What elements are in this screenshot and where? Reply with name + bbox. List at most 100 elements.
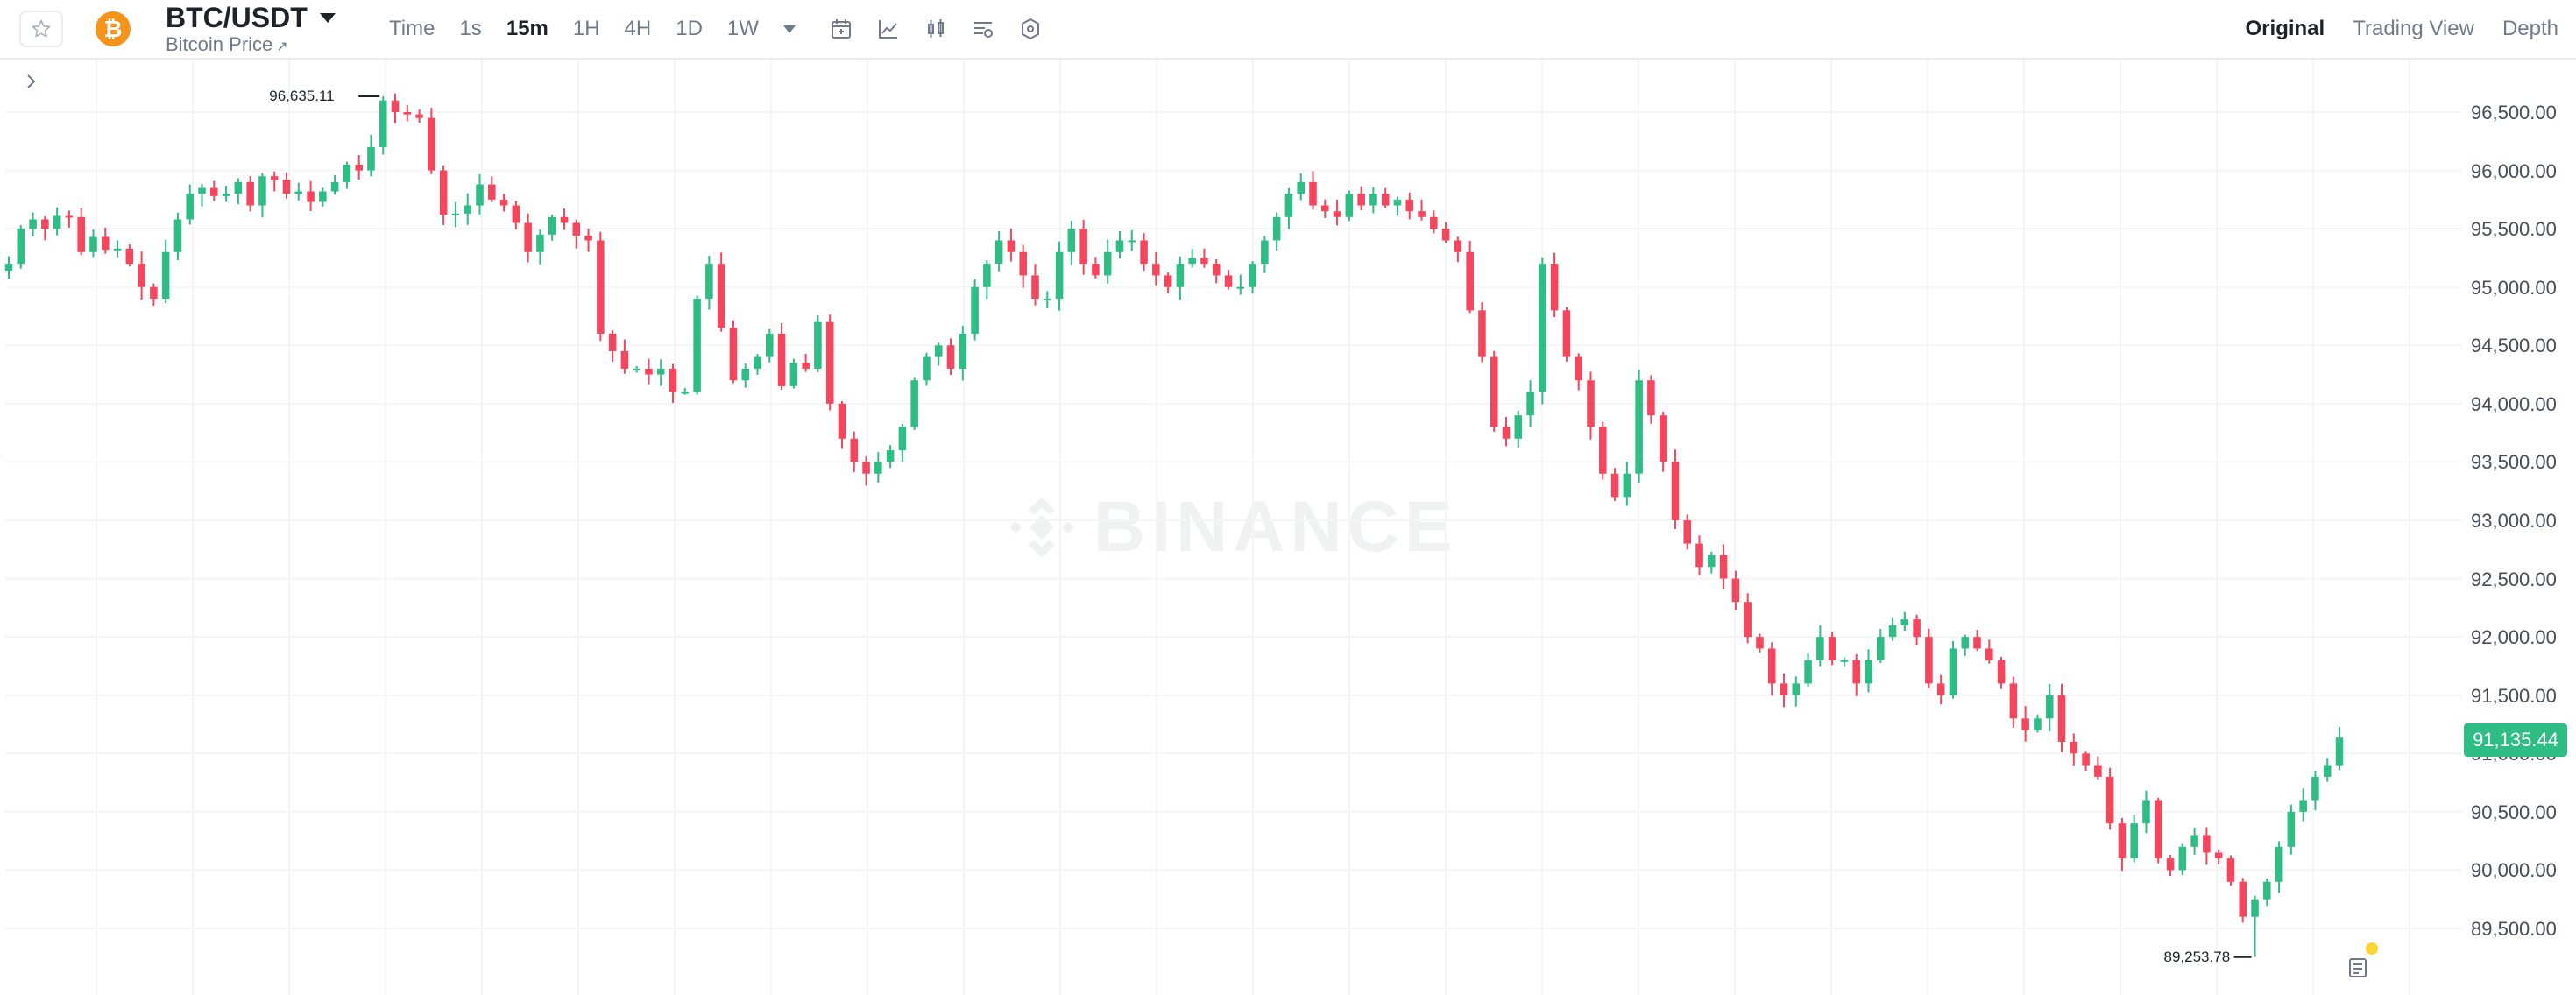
candle-body xyxy=(814,321,822,369)
candle-body xyxy=(994,240,1003,265)
candle-body xyxy=(210,187,218,196)
candle-body xyxy=(850,438,859,462)
candle-body xyxy=(2299,800,2307,812)
candle-body xyxy=(1103,251,1112,276)
candle-body xyxy=(729,328,738,381)
candle-body xyxy=(2190,835,2198,847)
candle-body xyxy=(307,191,315,202)
candle-body xyxy=(270,176,279,180)
candle-body xyxy=(633,368,640,370)
candle-body xyxy=(150,286,158,300)
price-axis-label: 96,000.00 xyxy=(2471,159,2557,182)
watermark: BINANCE xyxy=(1008,486,1458,568)
candle-body xyxy=(1502,427,1511,439)
candle-body xyxy=(17,229,25,265)
candle-body xyxy=(1418,211,1426,217)
candle-body xyxy=(2034,718,2042,730)
candle-body xyxy=(645,368,653,375)
view-trading-view[interactable]: Trading View xyxy=(2353,17,2474,40)
candle-body xyxy=(620,350,629,369)
indicator-icon[interactable] xyxy=(876,17,901,41)
candle-body xyxy=(1550,264,1559,311)
subtitle-label: Bitcoin Price xyxy=(166,33,273,55)
interval-1s[interactable]: 1s xyxy=(459,17,482,40)
candle-body xyxy=(1647,380,1655,416)
hexagon-settings-icon[interactable] xyxy=(1018,17,1043,41)
candle-body xyxy=(282,180,291,194)
candle-body xyxy=(1623,473,1631,498)
interval-bar: Time 1s 15m 1H 4H 1D 1W xyxy=(389,0,1065,58)
candle-body xyxy=(2203,835,2211,853)
candle-body xyxy=(1731,578,1740,603)
price-axis-label: 91,500.00 xyxy=(2471,684,2557,707)
candle-body xyxy=(101,236,110,251)
candle-body xyxy=(2057,695,2066,742)
expand-drawing-tools-icon[interactable] xyxy=(21,72,40,91)
candle-body xyxy=(802,363,810,369)
price-axis-label: 96,500.00 xyxy=(2471,102,2557,123)
candle-body xyxy=(2239,881,2247,917)
candle-body xyxy=(1816,637,1824,660)
candle-body xyxy=(330,181,339,192)
candle-body xyxy=(1792,683,1801,695)
candle-body xyxy=(2178,846,2187,871)
candle-body xyxy=(1272,216,1281,241)
calendar-icon[interactable] xyxy=(829,17,853,41)
candle-body xyxy=(946,345,955,369)
candle-body xyxy=(476,184,484,206)
candle-body xyxy=(1357,194,1365,206)
candle-body xyxy=(355,164,363,171)
price-axis-label: 92,500.00 xyxy=(2471,568,2557,590)
candle-body xyxy=(499,199,508,206)
candle-body xyxy=(2323,765,2332,777)
candle-body xyxy=(693,299,701,392)
candle-body xyxy=(294,191,303,194)
candle-body xyxy=(1224,275,1233,287)
interval-1w[interactable]: 1W xyxy=(726,17,759,40)
low-price-label: 89,253.78 xyxy=(2163,948,2231,965)
interval-15m[interactable]: 15m xyxy=(506,17,548,40)
candle-body xyxy=(1393,199,1402,206)
candle-body xyxy=(1526,392,1534,416)
candle-body xyxy=(1079,229,1087,265)
candle-body xyxy=(1635,380,1643,474)
candle-body xyxy=(1369,194,1377,206)
candle-body xyxy=(656,368,665,375)
price-axis-label: 93,000.00 xyxy=(2471,510,2557,532)
candle-body xyxy=(971,286,979,334)
candle-body xyxy=(2214,852,2223,859)
pair-selector[interactable]: BTC/USDT xyxy=(166,0,336,35)
candle-body xyxy=(379,100,387,147)
interval-time[interactable]: Time xyxy=(389,17,435,40)
candle-body xyxy=(464,205,472,214)
candle-body xyxy=(1261,240,1269,265)
candle-body xyxy=(1044,299,1051,301)
candle-body xyxy=(777,333,786,386)
interval-4h[interactable]: 4H xyxy=(624,17,652,40)
candle-body xyxy=(403,112,412,115)
candle-body xyxy=(584,236,592,241)
candle-body xyxy=(898,427,907,451)
view-depth[interactable]: Depth xyxy=(2502,17,2558,40)
candle-type-icon[interactable] xyxy=(924,17,948,41)
view-original[interactable]: Original xyxy=(2245,17,2325,40)
candle-body xyxy=(524,222,532,252)
candle-body xyxy=(1888,625,1897,638)
candle-body xyxy=(910,380,918,427)
interval-1h[interactable]: 1H xyxy=(572,17,600,40)
chart-settings-icon[interactable] xyxy=(971,17,995,41)
news-icon[interactable] xyxy=(2345,955,2371,981)
more-intervals-icon[interactable] xyxy=(782,25,796,33)
coin-price-link[interactable]: Bitcoin Price ↗ xyxy=(166,33,288,56)
price-axis-label: 94,500.00 xyxy=(2471,335,2557,357)
favorite-button[interactable] xyxy=(19,11,63,47)
candle-body xyxy=(1019,251,1027,276)
price-axis-label: 92,000.00 xyxy=(2471,626,2557,649)
candle-body xyxy=(983,264,991,287)
current-price-tag: 91,135.44 xyxy=(2464,723,2567,757)
interval-1d[interactable]: 1D xyxy=(676,17,703,40)
candle-body xyxy=(2045,695,2054,719)
candle-body xyxy=(113,248,122,251)
candle-body xyxy=(1514,415,1523,439)
candle-body xyxy=(934,345,943,357)
